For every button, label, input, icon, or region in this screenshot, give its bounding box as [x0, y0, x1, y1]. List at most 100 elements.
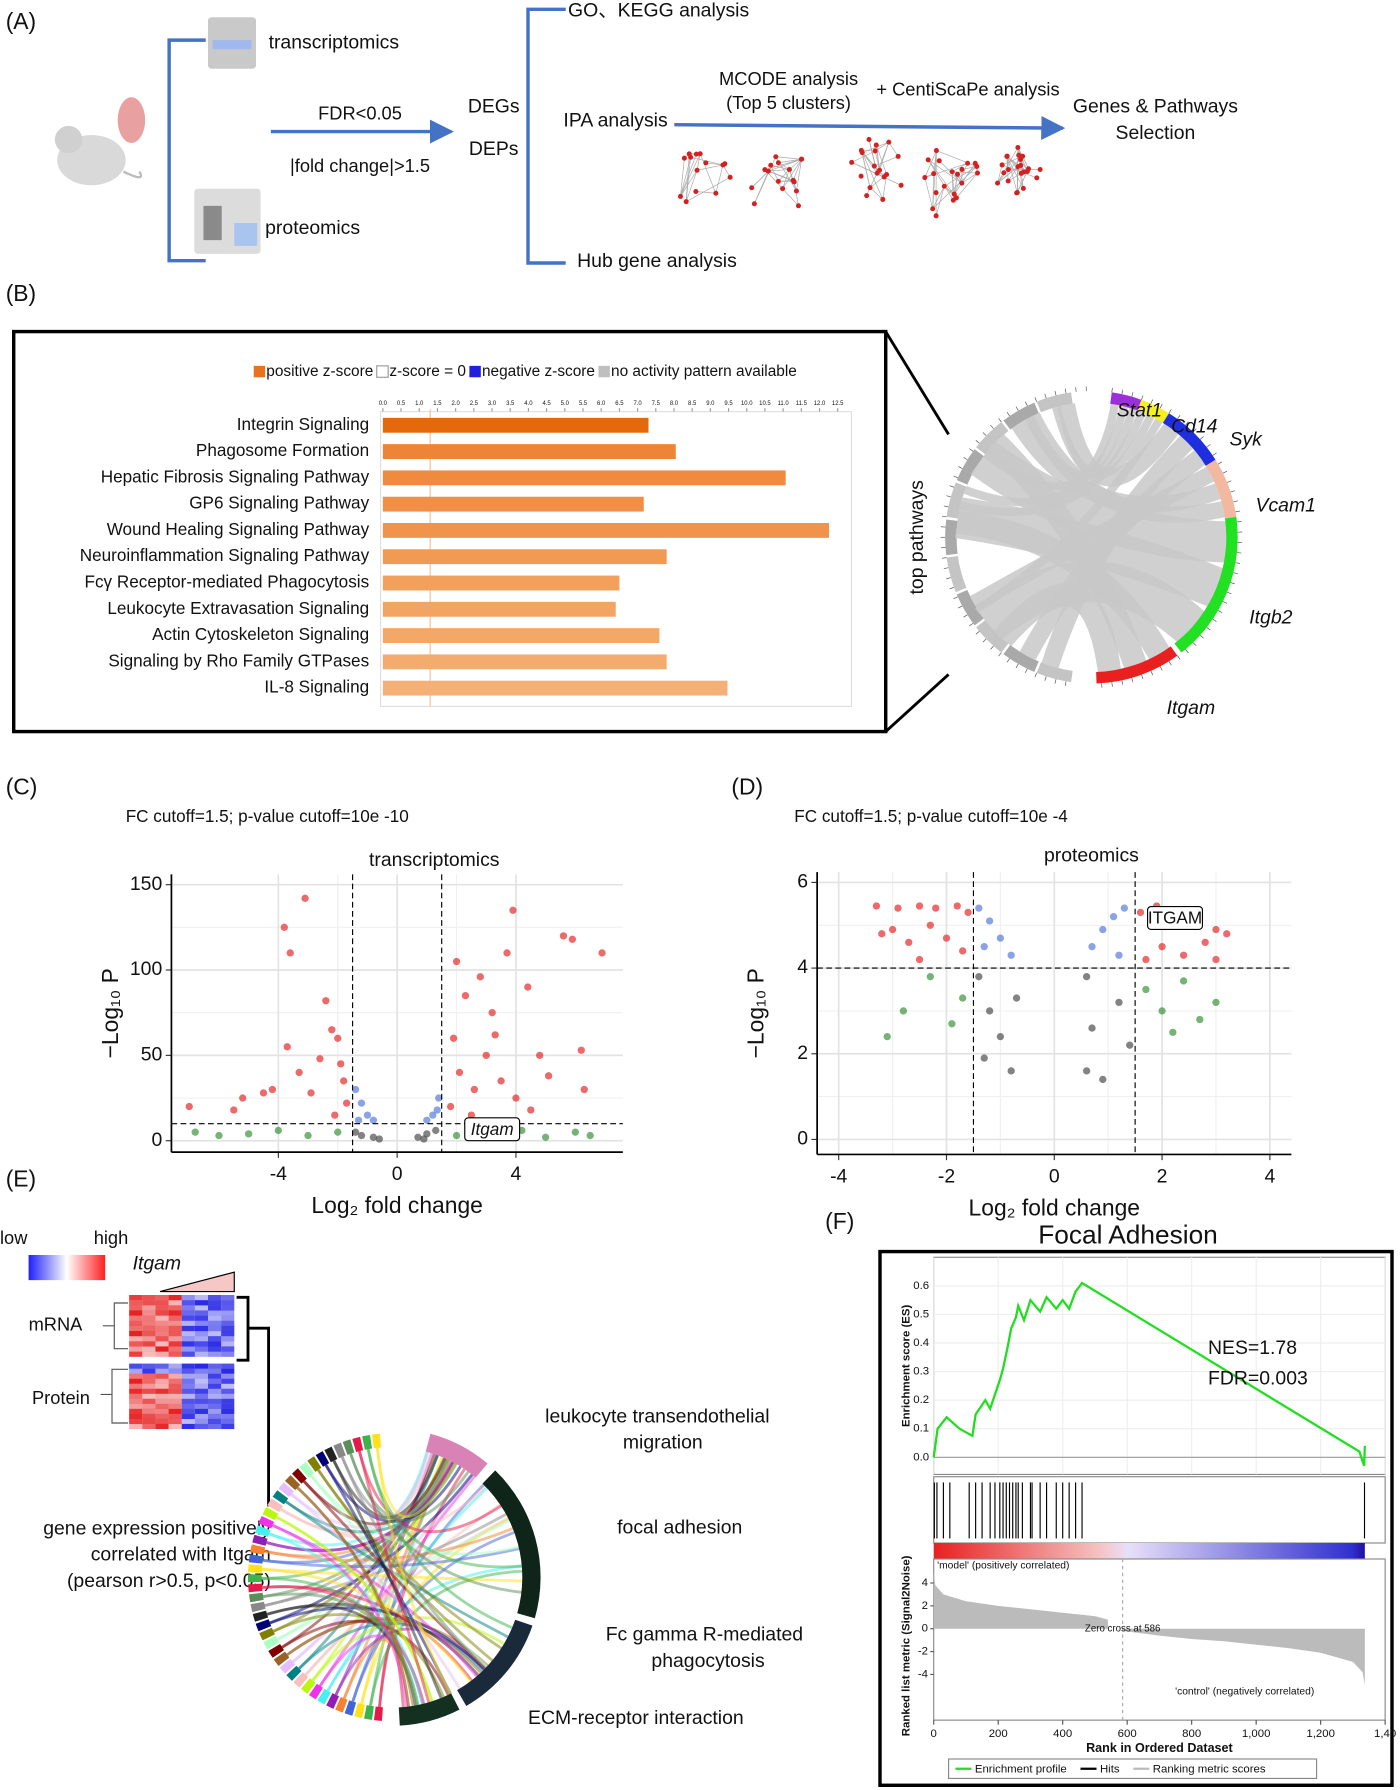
heat-cell [194, 1310, 208, 1316]
heat-cell [142, 1393, 156, 1399]
heat-cell [208, 1413, 222, 1419]
point [488, 1009, 496, 1017]
analysis-label: Hub gene analysis [577, 250, 737, 272]
heat-cell [221, 1331, 235, 1337]
x-tick-label: 10.5 [759, 401, 771, 407]
gradient-triangle [159, 1271, 235, 1293]
arc-tick [1222, 601, 1228, 604]
network-node [1015, 164, 1021, 170]
x-tick-label: 8.5 [688, 401, 697, 407]
arc-tick [1024, 401, 1028, 406]
arc-tick [1034, 672, 1037, 678]
gene-arc [278, 1482, 294, 1498]
heat-cell [208, 1363, 222, 1369]
point [926, 921, 934, 929]
bracket [236, 1295, 270, 1507]
heat-cell [129, 1363, 143, 1369]
rank-color-bar [933, 1543, 1365, 1559]
panel-label: (F) [825, 1208, 854, 1234]
heat-cell [194, 1341, 208, 1347]
dendrogram [100, 1302, 128, 1424]
heat-cell [155, 1373, 169, 1379]
arc-tick [1054, 679, 1057, 684]
heat-cell [221, 1388, 235, 1394]
gene-arc [342, 1439, 355, 1455]
point [1088, 943, 1096, 951]
arc-tick [949, 586, 955, 590]
heat-cell [208, 1325, 222, 1332]
point [286, 949, 294, 957]
heat-cell [142, 1320, 156, 1326]
heat-cell [129, 1398, 143, 1404]
arc-tick [1199, 436, 1204, 440]
heat-cell [129, 1408, 143, 1414]
arc-tick [1111, 387, 1113, 393]
panel-e: (E) low high Itgam mRNA Protein gene exp… [0, 1166, 803, 1729]
omics-label: proteomics [265, 217, 360, 239]
heat-cell [168, 1403, 182, 1409]
point [449, 1034, 458, 1042]
network-node [681, 155, 687, 161]
y-tick-label: 4 [797, 956, 808, 978]
heat-cell [142, 1300, 156, 1306]
gene-arc [1110, 392, 1142, 411]
panel-label: (B) [6, 280, 36, 306]
scale-label: low [0, 1227, 28, 1248]
heat-cell [142, 1325, 156, 1332]
point [295, 1068, 303, 1077]
heat-cell [129, 1310, 143, 1316]
heat-cell [142, 1310, 156, 1316]
point [541, 1133, 550, 1141]
gene-arc [371, 1433, 382, 1449]
heat-cell [221, 1305, 235, 1311]
heat-cell [129, 1315, 143, 1321]
arc-tick [1177, 655, 1181, 660]
network-edge [695, 191, 716, 194]
y-tick-label: 0.1 [913, 1423, 929, 1435]
network-node [930, 206, 936, 212]
point [357, 1099, 366, 1107]
gene-arc [250, 1601, 266, 1613]
gene-arc [255, 1525, 271, 1538]
arc-tick [975, 631, 980, 635]
arc-tick [963, 614, 968, 618]
network-edge [770, 164, 790, 170]
arc-tick [1226, 591, 1232, 595]
nes-label: NES=1.78 [1208, 1337, 1297, 1359]
category-label: Integrin Signaling [237, 414, 369, 434]
point [953, 902, 961, 910]
point [524, 983, 532, 991]
panel-label: (E) [6, 1166, 36, 1192]
point [1223, 930, 1231, 938]
x-tick-label: 400 [1053, 1728, 1072, 1740]
x-tick-label: 0.0 [379, 401, 388, 407]
heat-cell [142, 1331, 156, 1337]
x-tick-label: 11.5 [796, 401, 808, 407]
x-tick-label: 10.0 [741, 401, 753, 407]
heat-cell [221, 1315, 235, 1321]
point [980, 943, 988, 951]
arc-tick [1034, 397, 1037, 402]
heat-cell [221, 1325, 235, 1332]
heat-cell [168, 1383, 182, 1389]
network-edge [1006, 156, 1018, 193]
legend-swatch [469, 365, 481, 378]
heat-cell [168, 1351, 182, 1357]
y2-tick-label: -2 [918, 1646, 928, 1658]
gene-arc [333, 1442, 346, 1459]
point [948, 1020, 956, 1028]
chord-ribbon [290, 1493, 461, 1690]
point [1082, 973, 1091, 981]
point [274, 1126, 283, 1135]
heat-cell [142, 1418, 156, 1425]
category-label: Signaling by Rho Family GTPases [108, 650, 369, 670]
network-edge [782, 169, 790, 189]
gene-arc [248, 1574, 262, 1583]
heat-cell [221, 1378, 235, 1384]
arc-tick [946, 577, 951, 580]
network-edge [1006, 155, 1022, 174]
network-node [683, 199, 689, 205]
point [915, 955, 924, 964]
network-node [898, 182, 904, 188]
heat-cell [155, 1295, 169, 1301]
